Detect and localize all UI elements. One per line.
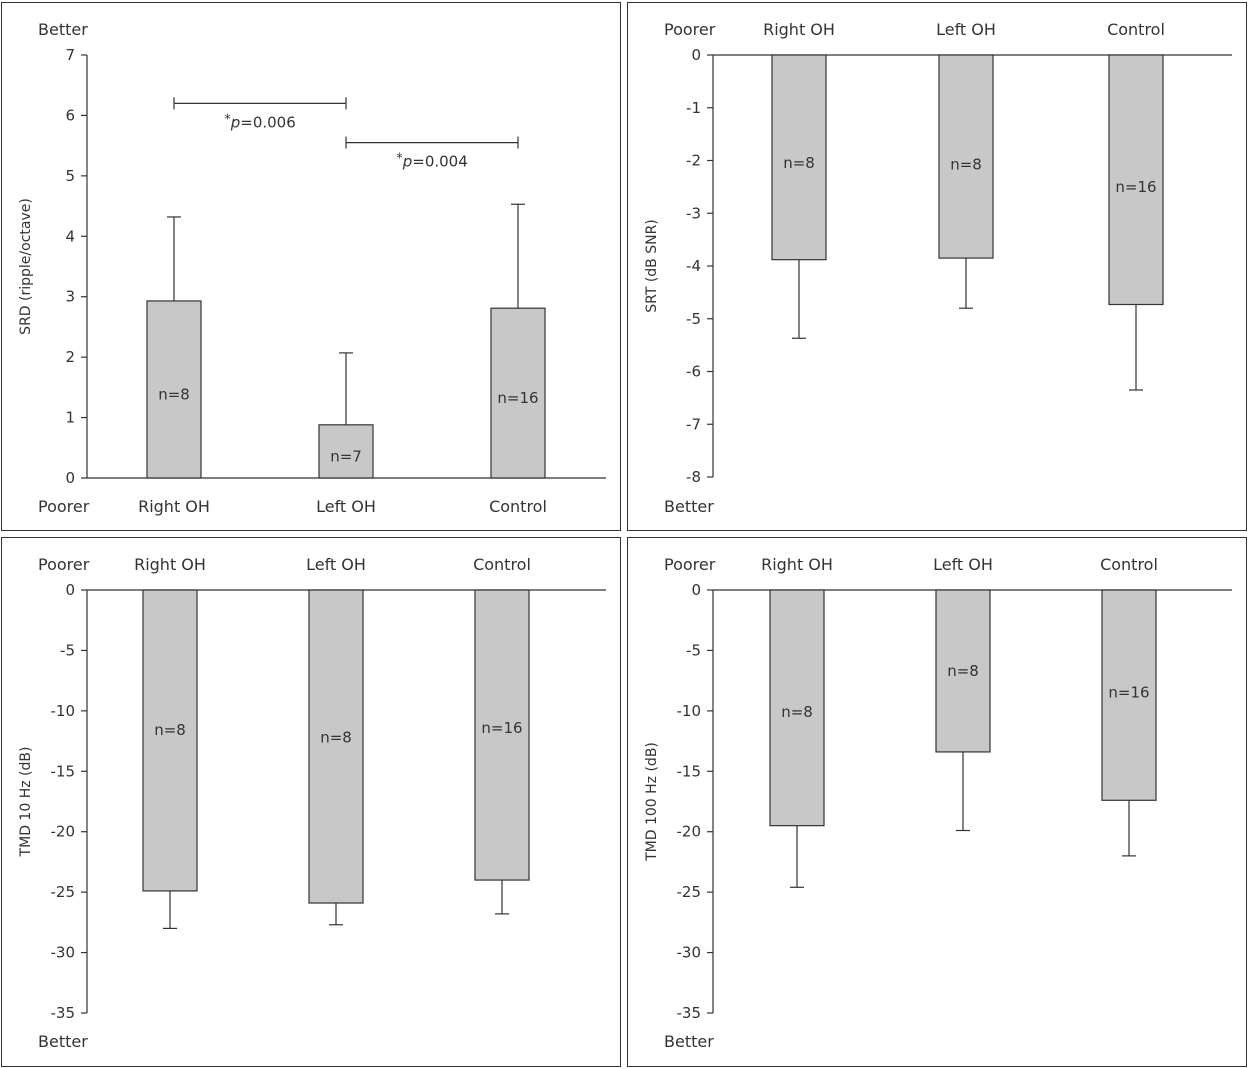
y-tick-label: 3 [65,288,75,306]
bottom-corner-label: Better [664,1032,714,1051]
y-tick-label: -6 [686,363,701,381]
bar [769,589,825,827]
y-tick-label: 0 [65,581,75,599]
y-tick-label: 5 [65,167,75,185]
bar [935,589,991,753]
chart-tmd-100hz: 0 -5 -10 -15 -20 -25 -30 -35 TMD 100 Hz (dB) Poor… [644,555,1232,1051]
significance-label: *p=0.006 [224,112,296,131]
category-label: Right OH [763,20,835,39]
y-tick-label: -8 [686,468,701,486]
y-tick-label: -1 [686,99,701,117]
n-label: n=16 [497,389,538,407]
y-tick-label: 4 [65,227,75,245]
n-label: n=8 [950,156,982,174]
bar [1101,589,1157,801]
category-label: Right OH [134,555,206,574]
n-label: n=8 [154,721,186,739]
y-tick-label: -5 [686,641,701,659]
n-label: n=16 [481,719,522,737]
y-tick-label: -10 [51,702,76,720]
bar [474,589,530,881]
bottom-corner-label: Poorer [38,497,90,516]
y-tick-label: 0 [691,581,701,599]
bar [318,424,374,479]
panel-tmd-10hz: 0 -5 -10 -15 -20 -25 -30 -35 TMD 10 Hz (dB) Poore… [1,537,621,1067]
y-tick-label: -3 [686,204,701,222]
y-axis-label: TMD 100 Hz (dB) [644,742,660,862]
top-corner-label: Poorer [38,555,90,574]
category-label: Right OH [761,555,833,574]
significance-label: *p=0.004 [396,152,468,171]
y-tick-label: -10 [677,702,702,720]
n-label: n=16 [1115,178,1156,196]
category-label: Right OH [138,497,210,516]
top-corner-label: Poorer [664,20,716,39]
category-label: Left OH [933,555,993,574]
y-axis-label: SRD (ripple/octave) [18,198,34,335]
bar [771,54,827,261]
y-tick-label: 0 [691,46,701,64]
bar [1108,54,1164,306]
n-label: n=7 [330,447,362,465]
n-label: n=8 [947,662,979,680]
y-axis-label: TMD 10 Hz (dB) [18,747,34,858]
n-label: n=16 [1108,684,1149,702]
bar [490,307,546,479]
panel-tmd-100hz: 0 -5 -10 -15 -20 -25 -30 -35 TMD 100 Hz (dB) Poor… [627,537,1247,1067]
category-label: Left OH [936,20,996,39]
chart-srt: 0 -1 -2 -3 -4 -5 -6 -7 -8 SRT (dB SNR) Poorer Bette… [644,20,1232,516]
category-label: Control [1107,20,1165,39]
category-label: Control [489,497,547,516]
y-tick-label: -25 [51,883,76,901]
bar [938,54,994,259]
y-tick-label: -5 [60,641,75,659]
y-tick-label: 2 [65,348,75,366]
bar [146,300,202,479]
y-tick-label: -30 [51,944,76,962]
category-label: Left OH [306,555,366,574]
y-tick-label: -4 [686,257,701,275]
bottom-corner-label: Better [664,497,714,516]
panel-srd: 0 1 2 3 4 5 6 7 SRD (ripple/octave) Better Poorer n… [1,2,621,531]
y-tick-label: 0 [65,469,75,487]
top-corner-label: Poorer [664,555,716,574]
n-label: n=8 [158,385,190,403]
y-tick-label: -15 [677,762,702,780]
y-tick-label: -35 [51,1004,76,1022]
bar [308,589,364,904]
chart-srd: 0 1 2 3 4 5 6 7 SRD (ripple/octave) Better Poorer n… [18,20,606,516]
y-tick-label: -5 [686,310,701,328]
y-tick-label: 7 [65,46,75,64]
y-tick-label: -20 [677,823,702,841]
y-tick-label: 1 [65,409,75,427]
y-tick-label: -35 [677,1004,702,1022]
bar [142,589,198,892]
category-label: Left OH [316,497,376,516]
n-label: n=8 [781,703,813,721]
y-tick-label: -30 [677,944,702,962]
y-tick-label: -20 [51,823,76,841]
bottom-corner-label: Better [38,1032,88,1051]
category-label: Control [473,555,531,574]
category-label: Control [1100,555,1158,574]
y-axis-label: SRT (dB SNR) [644,219,660,313]
y-tick-label: -2 [686,152,701,170]
top-corner-label: Better [38,20,88,39]
chart-tmd-10hz: 0 -5 -10 -15 -20 -25 -30 -35 TMD 10 Hz (dB) Poore… [18,555,606,1051]
y-tick-label: -7 [686,415,701,433]
y-tick-label: -15 [51,762,76,780]
y-tick-label: -25 [677,883,702,901]
n-label: n=8 [783,154,815,172]
n-label: n=8 [320,728,352,746]
panel-srt: 0 -1 -2 -3 -4 -5 -6 -7 -8 SRT (dB SNR) Poorer Bette… [627,2,1247,531]
y-tick-label: 6 [65,106,75,124]
